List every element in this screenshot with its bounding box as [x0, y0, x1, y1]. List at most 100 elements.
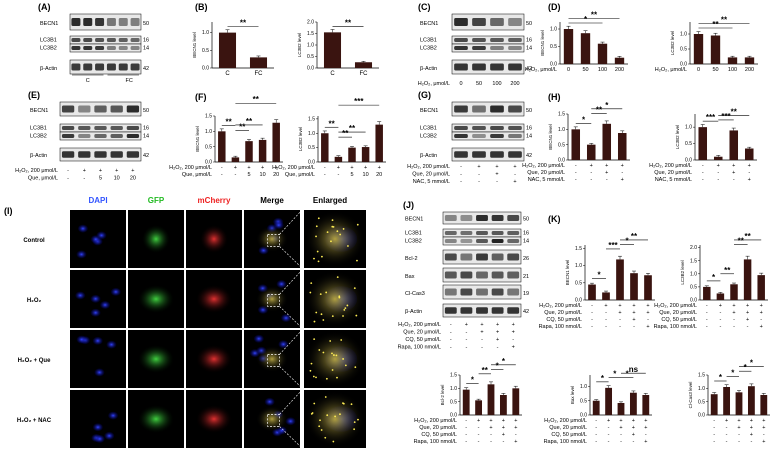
y-axis-label: Bcl-2 level: [440, 385, 445, 406]
condition-value: -: [620, 439, 622, 445]
condition-value: -: [719, 310, 721, 316]
blot-band: [508, 46, 522, 50]
puncta: [344, 364, 347, 367]
cell-signal: [196, 345, 232, 373]
condition-value: +: [737, 425, 740, 431]
y-tick-label: 0.5: [205, 144, 212, 150]
y-tick-label: 0.5: [698, 399, 705, 405]
condition-value: 20: [130, 176, 136, 182]
condition-label: CQ, 50 μmol/L: [551, 432, 587, 438]
condition-value: -: [605, 317, 607, 323]
condition-value: -: [595, 418, 597, 424]
y-tick-label: 0.5: [690, 285, 697, 291]
blot-band: [71, 38, 81, 42]
condition-value: 0: [567, 67, 570, 73]
band-name: β-Actin: [420, 66, 437, 72]
significance-mark: *: [719, 373, 723, 382]
condition-value: -: [575, 170, 577, 176]
puncta: [312, 375, 315, 378]
condition-value: -: [591, 317, 593, 323]
condition-value: +: [750, 425, 753, 431]
bar: [218, 32, 237, 68]
condition-value: +: [732, 303, 735, 309]
bar: [698, 127, 708, 160]
y-tick-label: 1.0: [685, 125, 692, 131]
band-kda: 50: [526, 21, 532, 27]
band-kda: 42: [523, 309, 529, 315]
condition-label: H₂O₂, 200 μmol/L: [272, 165, 315, 171]
blot-band: [476, 307, 488, 314]
condition-value: +: [496, 322, 499, 328]
condition-value: +: [275, 165, 278, 171]
puncta: [346, 304, 349, 307]
blot-band: [460, 271, 473, 279]
bar: [580, 33, 591, 64]
condition-value: -: [702, 163, 704, 169]
cell-signal: [256, 346, 288, 372]
condition-value: +: [513, 164, 516, 170]
nucleus: [108, 411, 119, 420]
condition-value: +: [590, 163, 593, 169]
significance-mark: *: [582, 115, 586, 124]
condition-value: -: [450, 330, 452, 336]
blot-band: [454, 126, 468, 130]
band-name: β-Actin: [420, 153, 437, 159]
condition-value: -: [514, 172, 516, 178]
bar: [713, 156, 723, 160]
condition-value: +: [644, 425, 647, 431]
puncta: [321, 255, 323, 258]
y-tick-label: 0.0: [308, 160, 315, 166]
blot-band: [454, 63, 468, 71]
condition-value: 10: [114, 176, 120, 182]
puncta: [318, 349, 321, 351]
puncta: [336, 376, 338, 379]
blot-strip: [69, 43, 142, 53]
condition-value: -: [575, 177, 577, 183]
cell-signal: [196, 405, 232, 433]
condition-label: Que, 20 μmol/L: [549, 425, 587, 431]
condition-value: 50: [476, 81, 482, 87]
condition-value: +: [465, 322, 468, 328]
puncta: [310, 362, 313, 365]
band-kda: 42: [143, 66, 149, 72]
bar: [744, 57, 755, 64]
condition-value: +: [247, 165, 250, 171]
blot-band: [61, 126, 75, 130]
condition-value: +: [514, 439, 517, 445]
blot-strip: [451, 147, 525, 162]
significance-mark: **: [342, 129, 349, 138]
condition-value: 20: [273, 172, 279, 178]
nucleus: [90, 294, 101, 303]
y-axis-label: BECN1 level: [195, 126, 200, 152]
condition-value: +: [502, 418, 505, 424]
blot-band: [476, 215, 488, 221]
blot-panel-E: (E) BECN1 50 LC3B1 16 LC3B2 14 β-Actin 42 H₂O₂, 2…: [15, 90, 149, 182]
puncta: [320, 313, 323, 316]
condition-value: +: [350, 165, 353, 171]
cell-signal: [305, 391, 365, 447]
bar: [629, 392, 637, 415]
blot-band: [95, 18, 105, 26]
condition-value: +: [131, 168, 134, 174]
column-header: DAPI: [88, 196, 107, 205]
puncta: [353, 428, 356, 431]
bar: [616, 259, 624, 300]
blot-band: [78, 134, 91, 138]
puncta: [329, 340, 332, 342]
puncta: [332, 440, 335, 443]
cell-signal: [138, 405, 174, 433]
condition-value: +: [732, 170, 735, 176]
puncta: [331, 315, 334, 318]
band-kda: 14: [143, 46, 149, 52]
significance-mark: *: [626, 370, 630, 379]
puncta: [326, 414, 329, 417]
condition-value: -: [496, 179, 498, 185]
y-axis-label: LC3B2 level: [675, 125, 680, 149]
nucleus: [75, 291, 86, 300]
cell-signal: [256, 226, 288, 252]
band-kda: 19: [523, 291, 529, 297]
condition-value: -: [702, 177, 704, 183]
